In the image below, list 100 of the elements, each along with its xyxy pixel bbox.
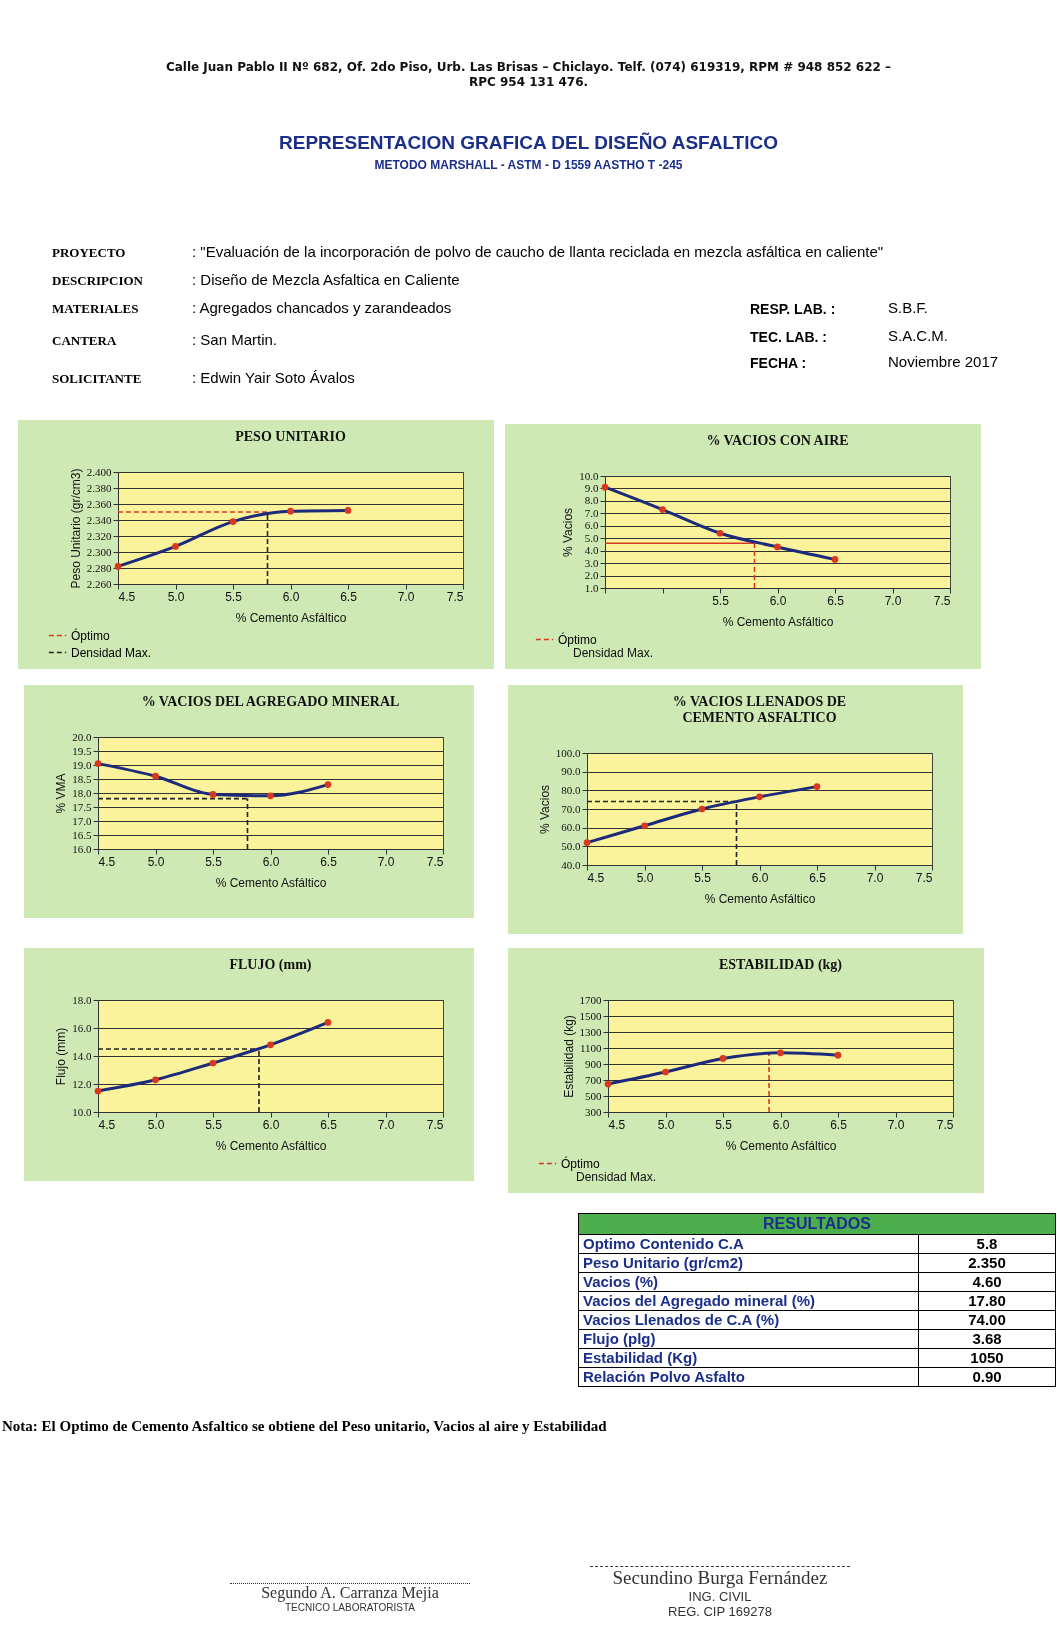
y-tick-label: 50.0 xyxy=(561,839,581,852)
y-tick-label: 40.0 xyxy=(561,858,581,871)
text: TEC. LAB. : xyxy=(750,329,827,345)
x-tick-label: 5.0 xyxy=(636,870,654,885)
text: 5.8 xyxy=(918,1234,1056,1254)
x-axis-title: % Cemento Asfáltico xyxy=(725,1138,837,1153)
x-tick-label: 7.0 xyxy=(866,870,884,885)
text: RPC 954 131 476. xyxy=(467,75,590,90)
y-axis-title: % Vacios xyxy=(561,507,576,558)
text: : Agregados chancados y zarandeados xyxy=(192,299,452,316)
y-tick-label: 500 xyxy=(585,1089,602,1102)
y-tick-label: 16.5 xyxy=(72,828,92,841)
text: : "Evaluación de la incorporación de polvo de caucho de llanta reciclada en mezcla asfáltica en caliente" xyxy=(192,243,884,260)
y-tick-label: 700 xyxy=(585,1073,602,1086)
y-tick-label: 17.5 xyxy=(72,800,92,813)
text: RESULTADOS xyxy=(578,1213,1056,1235)
y-tick-label: 10.0 xyxy=(579,469,599,482)
text: 3.68 xyxy=(918,1329,1056,1349)
text: Segundo A. Carranza Mejia xyxy=(230,1583,470,1602)
text: Calle Juan Pablo II Nº 682, Of. 2do Piso, Urb. Las Brisas – Chiclayo. Telf. (074) 619319, RPM # 948 852 622 – xyxy=(164,60,893,75)
text: 74.00 xyxy=(918,1310,1056,1330)
x-tick-label: 5.0 xyxy=(167,589,185,604)
chart-title: FLUJO (mm) xyxy=(229,957,312,973)
chart-title: % VACIOS CON AIRE xyxy=(706,433,849,448)
text: FECHA : xyxy=(750,355,807,371)
y-tick-label: 7.0 xyxy=(584,506,599,519)
y-tick-label: 12.0 xyxy=(72,1077,92,1090)
y-tick-label: 3.0 xyxy=(584,556,599,569)
text: 2.350 xyxy=(918,1253,1056,1273)
x-tick-label: 6.5 xyxy=(827,593,845,608)
text: CANTERA xyxy=(52,333,117,349)
x-tick-label: 6.5 xyxy=(340,589,358,604)
y-tick-label: 14.0 xyxy=(72,1049,92,1062)
text: Estabilidad (Kg) xyxy=(578,1348,919,1368)
x-tick-label: 5.5 xyxy=(205,854,223,869)
x-tick-label: 7.5 xyxy=(426,1117,444,1132)
x-tick-label: 6.0 xyxy=(769,593,787,608)
y-tick-label: 19.5 xyxy=(72,744,92,757)
text: DESCRIPCION xyxy=(52,273,144,289)
x-tick-label: 7.5 xyxy=(915,870,933,885)
y-tick-label: 1700 xyxy=(579,993,602,1006)
text: S.B.F. xyxy=(888,299,929,316)
y-tick-label: 2.280 xyxy=(86,561,112,574)
text: 4.60 xyxy=(918,1272,1056,1292)
text: 1050 xyxy=(918,1348,1056,1368)
y-tick-label: 2.400 xyxy=(86,465,112,478)
y-axis-title: % Vacios xyxy=(537,784,552,835)
x-tick-label: 5.0 xyxy=(147,854,165,869)
y-axis-title: Flujo (mm) xyxy=(54,1027,69,1086)
x-tick-label: 4.5 xyxy=(608,1117,626,1132)
y-tick-label: 16.0 xyxy=(72,842,92,855)
legend-label: Densidad Max. xyxy=(71,645,152,660)
text: Optimo Contenido C.A xyxy=(578,1234,919,1254)
y-tick-label: 2.260 xyxy=(86,577,112,590)
x-tick-label: 6.0 xyxy=(751,870,769,885)
text: Nota: El Optimo de Cemento Asfaltico se obtiene del Peso unitario, Vacios al aire y Estabilidad xyxy=(2,1418,607,1435)
y-tick-label: 1100 xyxy=(579,1041,602,1054)
y-tick-label: 90.0 xyxy=(561,765,581,778)
x-tick-label: 6.0 xyxy=(282,589,300,604)
x-axis-title: % Cemento Asfáltico xyxy=(235,610,347,625)
text: ING. CIVIL xyxy=(687,1589,753,1604)
x-tick-label: 6.5 xyxy=(830,1117,848,1132)
y-axis-title: Peso Unitario (gr/cm3) xyxy=(68,468,83,589)
text: Peso Unitario (gr/cm2) xyxy=(578,1253,919,1273)
x-axis-title: % Cemento Asfáltico xyxy=(722,614,834,629)
x-tick-label: 7.5 xyxy=(426,854,444,869)
text: Vacios (%) xyxy=(578,1272,919,1292)
text: PROYECTO xyxy=(52,245,126,261)
x-tick-label: 6.0 xyxy=(262,1117,280,1132)
x-tick-label: 7.0 xyxy=(397,589,415,604)
text: 0.90 xyxy=(918,1367,1056,1387)
y-tick-label: 18.0 xyxy=(72,993,92,1006)
x-axis-title: % Cemento Asfáltico xyxy=(215,1138,327,1153)
chart-title: ESTABILIDAD (kg) xyxy=(718,957,843,973)
y-tick-label: 100.0 xyxy=(555,746,581,759)
x-tick-label: 6.5 xyxy=(809,870,827,885)
text: Flujo (plg) xyxy=(578,1329,919,1349)
y-tick-label: 2.360 xyxy=(86,497,112,510)
x-tick-label: 6.0 xyxy=(772,1117,790,1132)
y-tick-label: 8.0 xyxy=(584,494,599,507)
y-tick-label: 300 xyxy=(585,1105,602,1118)
y-tick-label: 1300 xyxy=(579,1025,602,1038)
text: Vacios Llenados de C.A (%) xyxy=(578,1310,919,1330)
y-tick-label: 5.0 xyxy=(584,531,599,544)
y-tick-label: 2.0 xyxy=(584,569,599,582)
y-tick-label: 20.0 xyxy=(72,730,92,743)
y-tick-label: 60.0 xyxy=(561,821,581,834)
y-tick-label: 18.5 xyxy=(72,772,92,785)
x-tick-label: 7.5 xyxy=(933,593,951,608)
x-tick-label: 7.0 xyxy=(887,1117,905,1132)
y-tick-label: 900 xyxy=(585,1057,602,1070)
x-tick-label: 7.5 xyxy=(446,589,464,604)
y-tick-label: 6.0 xyxy=(584,519,599,532)
chart-title: % VACIOS DEL AGREGADO MINERAL xyxy=(141,694,400,709)
y-tick-label: 18.0 xyxy=(72,786,92,799)
x-tick-label: 4.5 xyxy=(98,854,116,869)
text: Secundino Burga Fernández xyxy=(590,1566,850,1589)
text: METODO MARSHALL - ASTM - D 1559 AASTHO T -245 xyxy=(373,158,684,172)
x-tick-label: 5.5 xyxy=(225,589,243,604)
x-axis-title: % Cemento Asfáltico xyxy=(215,875,327,890)
